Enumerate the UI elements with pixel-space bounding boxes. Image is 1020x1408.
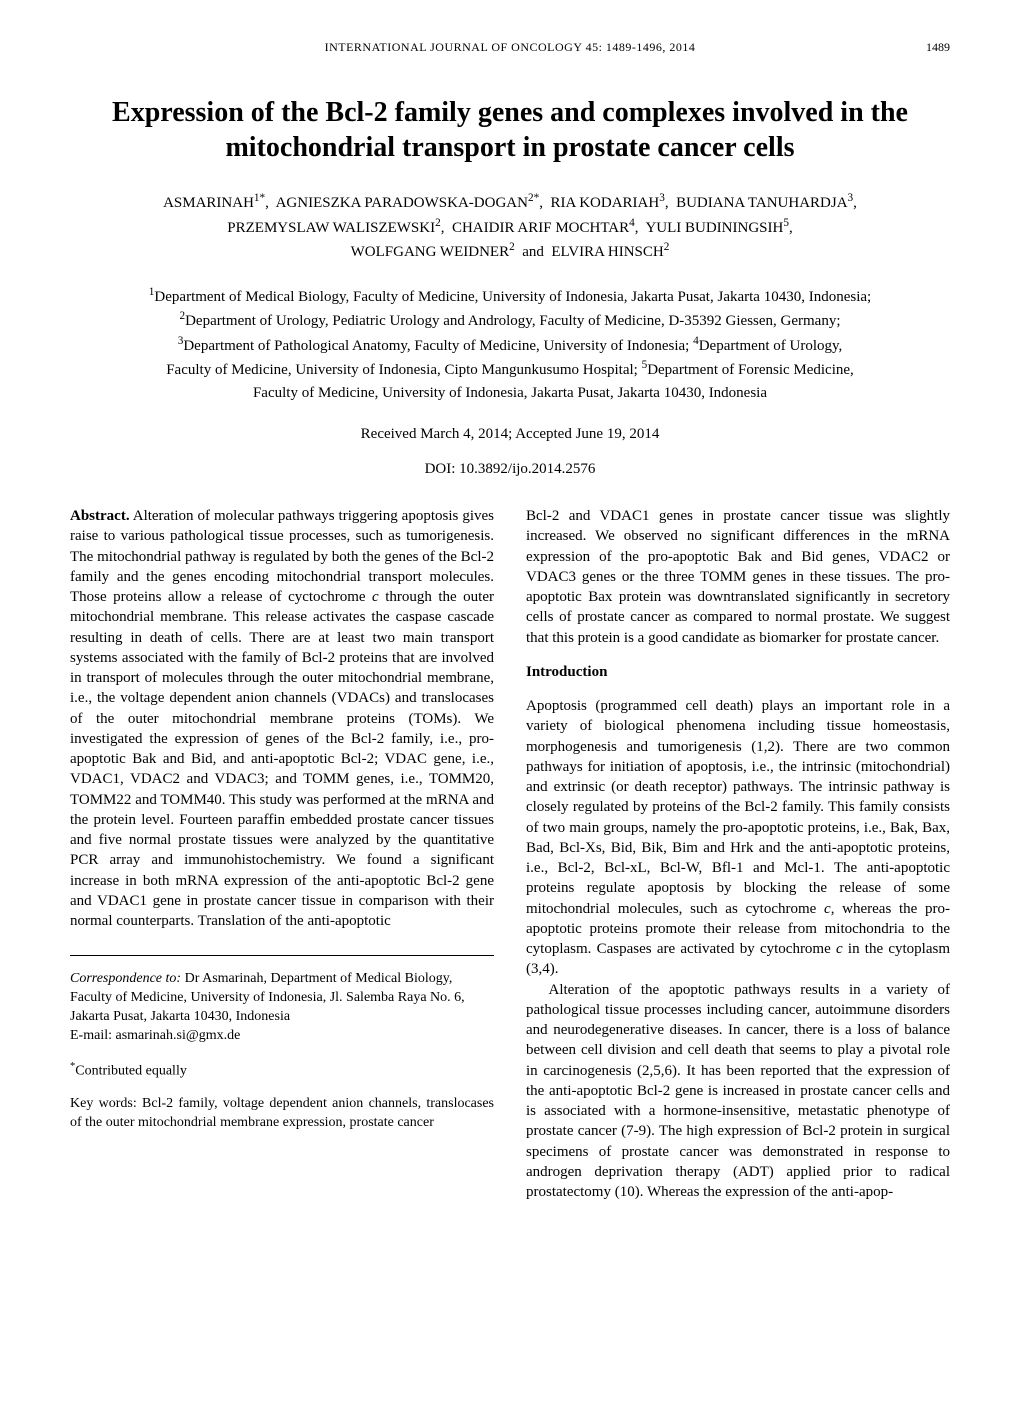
introduction-heading: Introduction (526, 662, 950, 682)
received-accepted: Received March 4, 2014; Accepted June 19… (70, 426, 950, 443)
correspondence-email: E-mail: asmarinah.si@gmx.de (70, 1028, 240, 1043)
doi: DOI: 10.3892/ijo.2014.2576 (70, 461, 950, 478)
abstract-label: Abstract. (70, 508, 130, 524)
abstract-paragraph: Abstract. Alteration of molecular pathwa… (70, 506, 494, 931)
intro-paragraph-2: Alteration of the apoptotic pathways res… (526, 980, 950, 1203)
affiliations: 1Department of Medical Biology, Faculty … (80, 284, 940, 405)
column-right: Bcl-2 and VDAC1 genes in prostate cancer… (526, 506, 950, 1202)
abstract-text: Alteration of molecular pathways trigger… (70, 508, 494, 929)
two-column-body: Abstract. Alteration of molecular pathwa… (70, 506, 950, 1202)
keywords-label: Key words: (70, 1096, 137, 1111)
page-number: 1489 (926, 40, 950, 55)
running-header: INTERNATIONAL JOURNAL OF ONCOLOGY 45: 14… (70, 40, 950, 55)
author-list: ASMARINAH1*, AGNIESZKA PARADOWSKA-DOGAN2… (90, 190, 930, 264)
footer-rule (70, 955, 494, 956)
intro-paragraph-1: Apoptosis (programmed cell death) plays … (526, 696, 950, 980)
keywords-block: Key words: Bcl-2 family, voltage depende… (70, 1095, 494, 1133)
article-title: Expression of the Bcl-2 family genes and… (110, 95, 910, 165)
correspondence-block: Correspondence to: Dr Asmarinah, Departm… (70, 970, 494, 1046)
correspondence-label: Correspondence to: (70, 971, 181, 986)
abstract-continuation: Bcl-2 and VDAC1 genes in prostate cancer… (526, 506, 950, 648)
contributed-equally: *Contributed equally (70, 1060, 494, 1082)
column-left: Abstract. Alteration of molecular pathwa… (70, 506, 494, 1202)
